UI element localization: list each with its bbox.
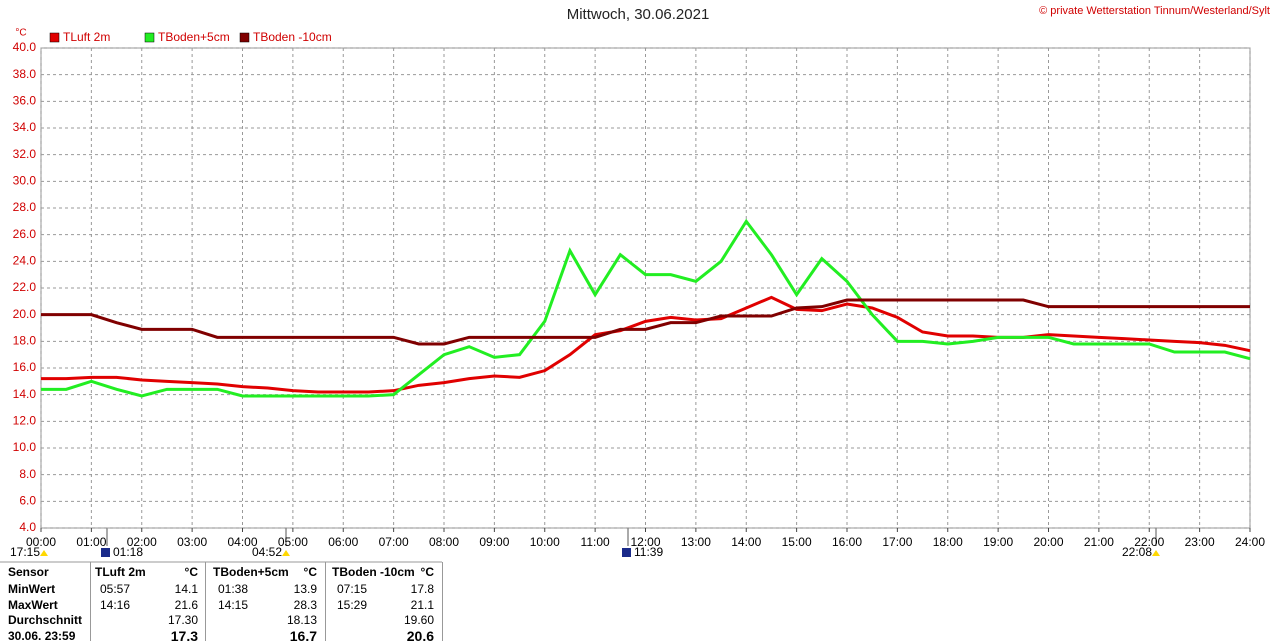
- table-cell: 17.3: [170, 628, 198, 644]
- table-cell: 17.8: [410, 582, 434, 596]
- sun-annotation: 04:52: [252, 545, 282, 559]
- y-tick-label: 12.0: [13, 414, 37, 428]
- legend-label: TLuft 2m: [63, 30, 110, 44]
- x-tick-label: 01:00: [76, 535, 106, 549]
- table-cell: Sensor: [8, 565, 49, 579]
- sun-annotation: 11:39: [634, 545, 663, 559]
- table-separator: [325, 562, 326, 641]
- x-tick-label: 07:00: [379, 535, 409, 549]
- table-cell: TLuft 2m: [95, 565, 146, 579]
- table-cell: 01:38: [218, 582, 249, 596]
- credit: © private Wetterstation Tinnum/Westerlan…: [1039, 5, 1270, 17]
- sun-annotation: 01:18: [113, 545, 143, 559]
- table-cell: 21.6: [174, 598, 198, 612]
- series-line: [41, 298, 1250, 346]
- table-cell: °C: [184, 565, 198, 579]
- y-tick-label: 4.0: [19, 520, 36, 534]
- y-tick-label: 22.0: [13, 280, 37, 294]
- x-tick-label: 13:00: [681, 535, 711, 549]
- chart-title: Mittwoch, 30.06.2021: [567, 6, 710, 23]
- sun-icons: [40, 548, 1160, 557]
- x-tick-label: 02:00: [127, 535, 157, 549]
- table-cell: Durchschnitt: [8, 613, 83, 627]
- table-cell: TBoden+5cm: [213, 565, 289, 579]
- table-cell: 28.3: [293, 598, 317, 612]
- table-cell: 05:57: [100, 582, 131, 596]
- legend-label: TBoden -10cm: [253, 30, 332, 44]
- table-cell: 20.6: [406, 628, 434, 644]
- y-tick-label: 28.0: [13, 200, 37, 214]
- x-tick-label: 22:00: [1134, 535, 1164, 549]
- table-separator: [205, 562, 206, 641]
- x-tick-label: 11:00: [581, 535, 610, 549]
- x-tick-label: 17:00: [882, 535, 912, 549]
- x-tick-label: 18:00: [933, 535, 963, 549]
- table-cell: 30.06. 23:59: [8, 629, 76, 643]
- series-line: [41, 218, 1251, 398]
- table-separator: [90, 562, 91, 641]
- table-cell: MinWert: [8, 582, 56, 596]
- y-tick-label: 10.0: [13, 440, 37, 454]
- y-tick-label: 24.0: [13, 254, 37, 268]
- x-tick-label: 00:00: [26, 535, 56, 549]
- series-line: [41, 295, 1251, 394]
- legend-swatch: [239, 32, 250, 43]
- y-tick-label: 34.0: [13, 120, 37, 134]
- y-unit: °C: [15, 28, 26, 39]
- x-tick-label: 21:00: [1084, 535, 1114, 549]
- table-cell: °C: [420, 565, 434, 579]
- sun-annotation: 17:15: [10, 545, 40, 559]
- table-cell: 16.7: [289, 628, 317, 644]
- y-tick-label: 8.0: [19, 467, 36, 481]
- y-tick-label: 20.0: [13, 307, 37, 321]
- legend-swatch: [49, 32, 60, 43]
- table-cell: °C: [303, 565, 317, 579]
- y-tick-label: 30.0: [13, 174, 37, 188]
- y-tick-label: 6.0: [19, 494, 36, 508]
- x-tick-label: 16:00: [832, 535, 862, 549]
- x-tick-label: 20:00: [1033, 535, 1063, 549]
- table-cell: 17.30: [167, 613, 198, 627]
- table-cell: 15:29: [337, 598, 368, 612]
- table-cell: 21.1: [410, 598, 434, 612]
- table-cell: 13.9: [293, 582, 317, 596]
- y-tick-label: 16.0: [13, 360, 37, 374]
- x-tick-label: 03:00: [177, 535, 207, 549]
- legend-label: TBoden+5cm: [158, 30, 230, 44]
- table-cell: MaxWert: [8, 598, 58, 612]
- x-tick-label: 14:00: [731, 535, 761, 549]
- x-tick-label: 05:00: [278, 535, 308, 549]
- table-cell: 07:15: [337, 582, 368, 596]
- sun-annotation: 22:08: [1122, 545, 1152, 559]
- y-tick-label: 36.0: [13, 94, 37, 108]
- legend-swatch: [144, 32, 155, 43]
- x-tick-label: 12:00: [630, 535, 660, 549]
- x-tick-label: 09:00: [479, 535, 509, 549]
- table-cell: 14:15: [218, 598, 249, 612]
- table-separator: [442, 562, 443, 641]
- y-tick-label: 40.0: [13, 40, 37, 54]
- y-tick-label: 32.0: [13, 147, 37, 161]
- table-cell: 14:16: [100, 598, 131, 612]
- x-tick-label: 10:00: [530, 535, 560, 549]
- x-tick-label: 15:00: [782, 535, 812, 549]
- table-cell: 14.1: [174, 582, 198, 596]
- x-tick-label: 19:00: [983, 535, 1013, 549]
- y-tick-label: 38.0: [13, 67, 37, 81]
- x-tick-label: 06:00: [328, 535, 358, 549]
- table-cell: 19.60: [403, 613, 434, 627]
- y-tick-label: 18.0: [13, 334, 37, 348]
- x-tick-label: 23:00: [1185, 535, 1215, 549]
- y-tick-label: 14.0: [13, 387, 37, 401]
- x-tick-label: 08:00: [429, 535, 459, 549]
- table-cell: TBoden -10cm: [332, 565, 415, 579]
- table-cell: 18.13: [286, 613, 317, 627]
- x-tick-label: 24:00: [1235, 535, 1265, 549]
- y-tick-label: 26.0: [13, 227, 37, 241]
- x-tick-label: 04:00: [227, 535, 257, 549]
